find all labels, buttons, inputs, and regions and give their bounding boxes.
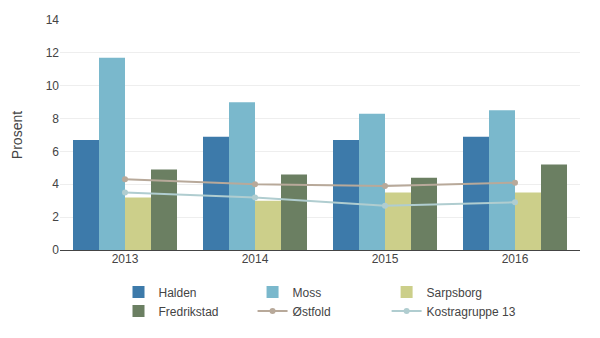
svg-text:2014: 2014 (242, 252, 269, 266)
svg-text:Prosent: Prosent (9, 111, 25, 159)
svg-text:Fredrikstad: Fredrikstad (159, 305, 219, 319)
svg-text:0: 0 (52, 243, 59, 257)
svg-text:Kostragruppe 13: Kostragruppe 13 (427, 305, 516, 319)
svg-text:2013: 2013 (112, 252, 139, 266)
svg-text:2016: 2016 (502, 252, 529, 266)
svg-text:6: 6 (52, 145, 59, 159)
svg-text:Sarpsborg: Sarpsborg (427, 286, 482, 300)
svg-text:2: 2 (52, 210, 59, 224)
svg-text:12: 12 (46, 46, 60, 60)
svg-text:2015: 2015 (372, 252, 399, 266)
svg-text:4: 4 (52, 177, 59, 191)
svg-text:Halden: Halden (159, 286, 197, 300)
svg-text:Østfold: Østfold (293, 305, 331, 319)
svg-text:14: 14 (46, 13, 60, 27)
svg-text:8: 8 (52, 112, 59, 126)
svg-text:10: 10 (46, 79, 60, 93)
svg-text:Moss: Moss (293, 286, 322, 300)
